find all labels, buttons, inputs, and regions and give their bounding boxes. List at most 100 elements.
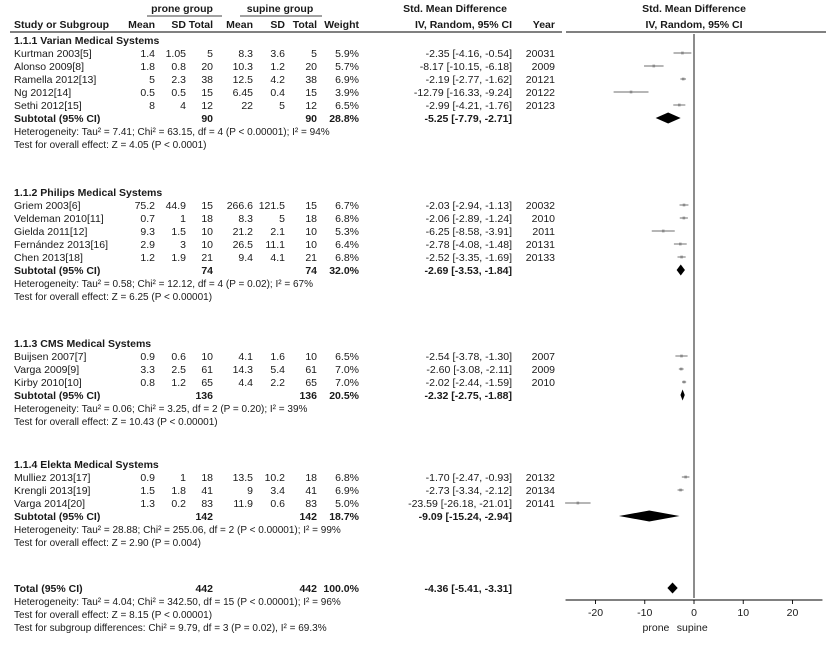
year: 20031 <box>526 48 555 60</box>
prone-total: 18 <box>201 472 213 484</box>
point-estimate <box>682 203 686 207</box>
supine-mean: 22 <box>241 100 253 112</box>
supine-mean: 6.45 <box>233 87 254 99</box>
year: 20132 <box>526 472 555 484</box>
column-header: Mean <box>226 19 253 31</box>
weight: 6.9% <box>335 74 359 86</box>
supine-total: 90 <box>305 113 317 125</box>
subtotal-label: Subtotal (95% CI) <box>14 113 100 125</box>
supine-mean: 13.5 <box>233 472 254 484</box>
study-name: Griem 2003[6] <box>14 200 81 212</box>
x-tick-label: -20 <box>588 607 603 619</box>
smd-ci: -5.25 [-7.79, -2.71] <box>424 113 512 125</box>
supine-total: 10 <box>305 239 317 251</box>
weight: 7.0% <box>335 377 359 389</box>
prone-mean: 5 <box>149 74 155 86</box>
prone-sd: 0.8 <box>171 61 186 73</box>
smd-ci: -2.99 [-4.21, -1.76] <box>426 100 512 112</box>
overall-effect-text: Test for overall effect: Z = 4.05 (P < 0… <box>14 140 207 151</box>
prone-sd: 1.2 <box>171 377 186 389</box>
prone-mean: 1.4 <box>140 48 155 60</box>
prone-total: 83 <box>201 498 213 510</box>
column-header: Total <box>293 19 317 31</box>
study-name: Fernández 2013[16] <box>14 239 108 251</box>
year: 20141 <box>526 498 555 510</box>
weight: 5.9% <box>335 48 359 60</box>
header-smd: Std. Mean Difference <box>403 3 507 15</box>
supine-sd: 2.1 <box>270 226 285 238</box>
smd-ci: -2.06 [-2.89, -1.24] <box>426 213 512 225</box>
weight: 32.0% <box>329 265 359 277</box>
column-header: Mean <box>128 19 155 31</box>
smd-ci: -1.70 [-2.47, -0.93] <box>426 472 512 484</box>
supine-total: 74 <box>305 265 317 277</box>
prone-sd: 0.5 <box>171 87 186 99</box>
prone-sd: 0.2 <box>171 498 186 510</box>
prone-mean: 2.9 <box>140 239 155 251</box>
overall-effect-text: Test for overall effect: Z = 2.90 (P = 0… <box>14 538 201 549</box>
supine-mean: 9 <box>247 485 253 497</box>
supine-sd: 3.4 <box>270 485 285 497</box>
point-estimate <box>679 242 682 246</box>
prone-total: 136 <box>195 390 213 402</box>
supine-sd: 1.6 <box>270 351 285 363</box>
prone-mean: 0.5 <box>140 87 155 99</box>
smd-ci: -2.32 [-2.75, -1.88] <box>424 390 512 402</box>
supine-mean: 26.5 <box>233 239 254 251</box>
weight: 3.9% <box>335 87 359 99</box>
footer-text: Test for subgroup differences: Chi² = 9.… <box>14 623 327 634</box>
supine-total: 38 <box>305 74 317 86</box>
weight: 5.7% <box>335 61 359 73</box>
prone-total: 20 <box>201 61 213 73</box>
prone-sd: 1 <box>180 213 186 225</box>
prone-total: 10 <box>201 351 213 363</box>
prone-sd: 1.5 <box>171 226 186 238</box>
weight: 18.7% <box>329 511 359 523</box>
supine-total: 15 <box>305 200 317 212</box>
study-name: Chen 2013[18] <box>14 252 83 264</box>
column-header: Year <box>533 19 555 31</box>
total-diamond <box>667 582 678 594</box>
prone-total: 15 <box>201 200 213 212</box>
supine-sd: 2.2 <box>270 377 285 389</box>
weight: 100.0% <box>323 583 359 595</box>
prone-sd: 44.9 <box>166 200 187 212</box>
supine-sd: 5.4 <box>270 364 285 376</box>
prone-total: 442 <box>195 583 213 595</box>
supine-sd: 11.1 <box>265 239 285 251</box>
prone-total: 12 <box>201 100 213 112</box>
supine-total: 442 <box>299 583 317 595</box>
year: 2010 <box>532 377 556 389</box>
smd-ci: -9.09 [-15.24, -2.94] <box>419 511 512 523</box>
supine-sd: 0.6 <box>270 498 285 510</box>
prone-total: 74 <box>201 265 213 277</box>
supine-total: 83 <box>305 498 317 510</box>
year: 20032 <box>526 200 555 212</box>
supine-total: 15 <box>305 87 317 99</box>
supine-total: 21 <box>305 252 317 264</box>
smd-ci: -2.02 [-2.44, -1.59] <box>426 377 512 389</box>
prone-total: 21 <box>201 252 213 264</box>
study-name: Buijsen 2007[7] <box>14 351 86 363</box>
supine-mean: 12.5 <box>233 74 254 86</box>
supine-mean: 9.4 <box>238 252 253 264</box>
supine-total: 5 <box>311 48 317 60</box>
year: 20122 <box>526 87 555 99</box>
supine-mean: 21.2 <box>233 226 254 238</box>
prone-sd: 1.9 <box>171 252 186 264</box>
prone-mean: 1.5 <box>140 485 155 497</box>
point-estimate <box>681 77 685 81</box>
weight: 6.5% <box>335 100 359 112</box>
prone-total: 15 <box>201 87 213 99</box>
smd-ci: -12.79 [-16.33, -9.24] <box>414 87 512 99</box>
point-estimate <box>629 90 633 94</box>
column-header: Weight <box>324 19 359 31</box>
study-name: Ng 2012[14] <box>14 87 71 99</box>
subtotal-diamond <box>618 510 680 522</box>
weight: 6.7% <box>335 200 359 212</box>
supine-mean: 11.9 <box>233 498 253 510</box>
prone-mean: 0.8 <box>140 377 155 389</box>
footer-text: Heterogeneity: Tau² = 4.04; Chi² = 342.5… <box>14 597 341 608</box>
weight: 6.8% <box>335 213 359 225</box>
